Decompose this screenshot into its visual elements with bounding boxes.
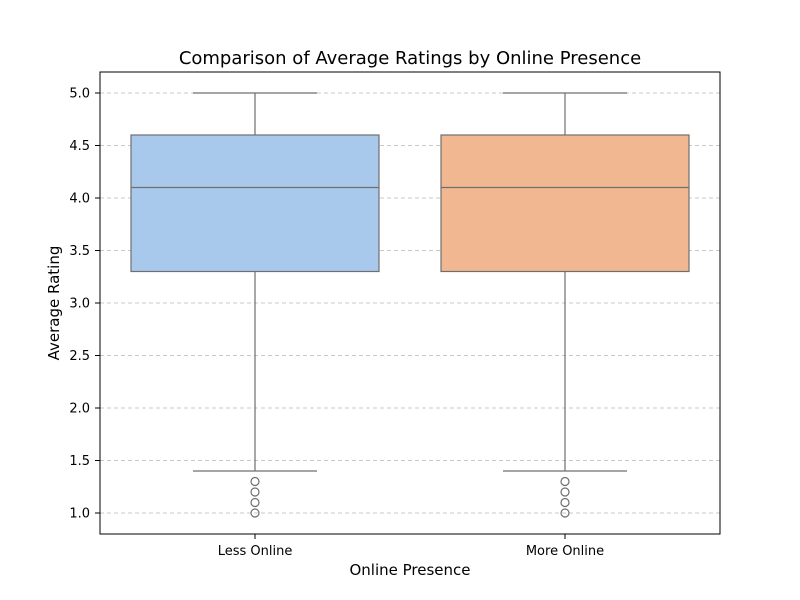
outlier-point (560, 497, 570, 508)
x-tick-label: Less Online (218, 544, 293, 559)
box-group (130, 92, 380, 518)
x-tick-label: More Online (526, 544, 604, 559)
y-tick-label: 1.0 (69, 507, 90, 522)
outlier-point (560, 508, 570, 518)
outlier-point (560, 476, 570, 487)
y-tick-label: 3.5 (69, 244, 90, 259)
y-tick-label: 4.0 (69, 192, 90, 207)
outlier-point (560, 487, 570, 497)
y-tick-label: 4.5 (69, 139, 90, 154)
y-tick-label: 1.5 (69, 454, 90, 469)
iqr-box (440, 134, 690, 273)
outlier-point (250, 487, 260, 497)
y-tick-label: 2.5 (69, 349, 90, 364)
outlier-point (250, 497, 260, 508)
plot-frame (99, 71, 721, 535)
outlier-point (250, 508, 260, 518)
boxes-layer (130, 92, 690, 518)
outlier-point (250, 476, 260, 487)
y-tick-label: 3.0 (69, 297, 90, 312)
y-axis: 1.0 1.5 2.0 2.5 3.0 3.5 4.0 4.5 5.0 (69, 87, 100, 522)
box-group (440, 92, 690, 518)
iqr-box (130, 134, 380, 273)
x-axis-label: Online Presence (349, 561, 470, 579)
x-axis: Less Online More Online (218, 534, 604, 559)
chart-title: Comparison of Average Ratings by Online … (179, 48, 641, 69)
y-tick-label: 5.0 (69, 87, 90, 102)
y-tick-label: 2.0 (69, 402, 90, 417)
y-axis-label: Average Rating (45, 246, 63, 361)
grid-layer (100, 92, 720, 514)
